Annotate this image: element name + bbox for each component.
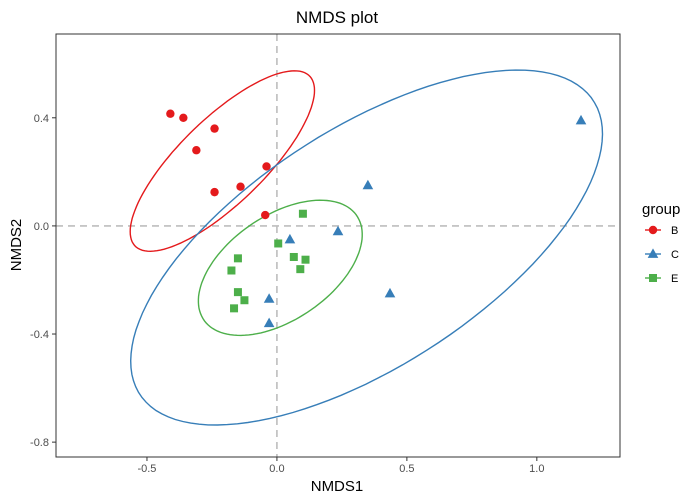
data-point-E-6 [233, 254, 242, 263]
legend-label-C: C [671, 249, 679, 261]
data-point-B-7 [236, 182, 245, 191]
x-tick-label-2: 0.0 [269, 463, 284, 475]
data-point-E-1 [298, 209, 307, 218]
data-point-B-2 [179, 113, 188, 122]
data-point-C-5 [263, 293, 275, 303]
y-tick-label-3: 0.0 [34, 221, 49, 233]
data-point-E-10 [230, 304, 239, 313]
data-point-C-6 [263, 317, 275, 328]
data-point-E-9 [240, 296, 249, 305]
data-point-B-8 [261, 210, 270, 220]
confidence-ellipse-B [129, 70, 316, 253]
data-point-C-2 [362, 179, 374, 190]
x-tick-label-4: 1.0 [529, 463, 544, 475]
data-point-B-3 [210, 124, 219, 133]
legend-entry-E: E [645, 273, 678, 285]
legend-entry-C: C [645, 248, 679, 261]
data-point-E-8 [233, 288, 242, 297]
x-axis-title: NMDS1 [311, 478, 364, 495]
legend-title: group [642, 201, 680, 218]
legend-marker-E [649, 274, 657, 282]
data-point-B-5 [262, 162, 271, 171]
legend-entry-B: B [645, 225, 678, 237]
data-point-E-4 [301, 255, 310, 264]
confidence-ellipse-E [197, 199, 363, 337]
chart-title: NMDS plot [296, 8, 378, 27]
data-point-E-3 [289, 252, 298, 261]
y-axis-title: NMDS2 [8, 219, 25, 272]
data-point-B-6 [210, 187, 219, 197]
confidence-ellipse-C [129, 69, 604, 426]
data-point-B-1 [166, 109, 175, 118]
x-tick-label-3: 0.5 [399, 463, 414, 475]
data-point-C-1 [575, 114, 587, 125]
plot-panel [56, 34, 620, 457]
data-point-E-5 [296, 265, 305, 274]
legend-label-E: E [671, 273, 678, 285]
data-point-C-3 [332, 225, 344, 236]
plot-border [55, 33, 621, 458]
data-point-E-2 [274, 239, 283, 248]
data-point-C-7 [384, 287, 396, 298]
y-tick-label-2: -0.4 [30, 329, 49, 341]
data-point-E-7 [227, 266, 236, 275]
legend-marker-C [647, 248, 659, 258]
data-point-C-4 [284, 233, 296, 244]
legend-marker-B [648, 225, 658, 235]
data-point-B-4 [192, 146, 201, 155]
legend-label-B: B [671, 225, 678, 237]
y-tick-label-4: 0.4 [34, 113, 49, 125]
x-tick-label-1: -0.5 [137, 463, 156, 475]
y-tick-label-1: -0.8 [30, 437, 49, 449]
